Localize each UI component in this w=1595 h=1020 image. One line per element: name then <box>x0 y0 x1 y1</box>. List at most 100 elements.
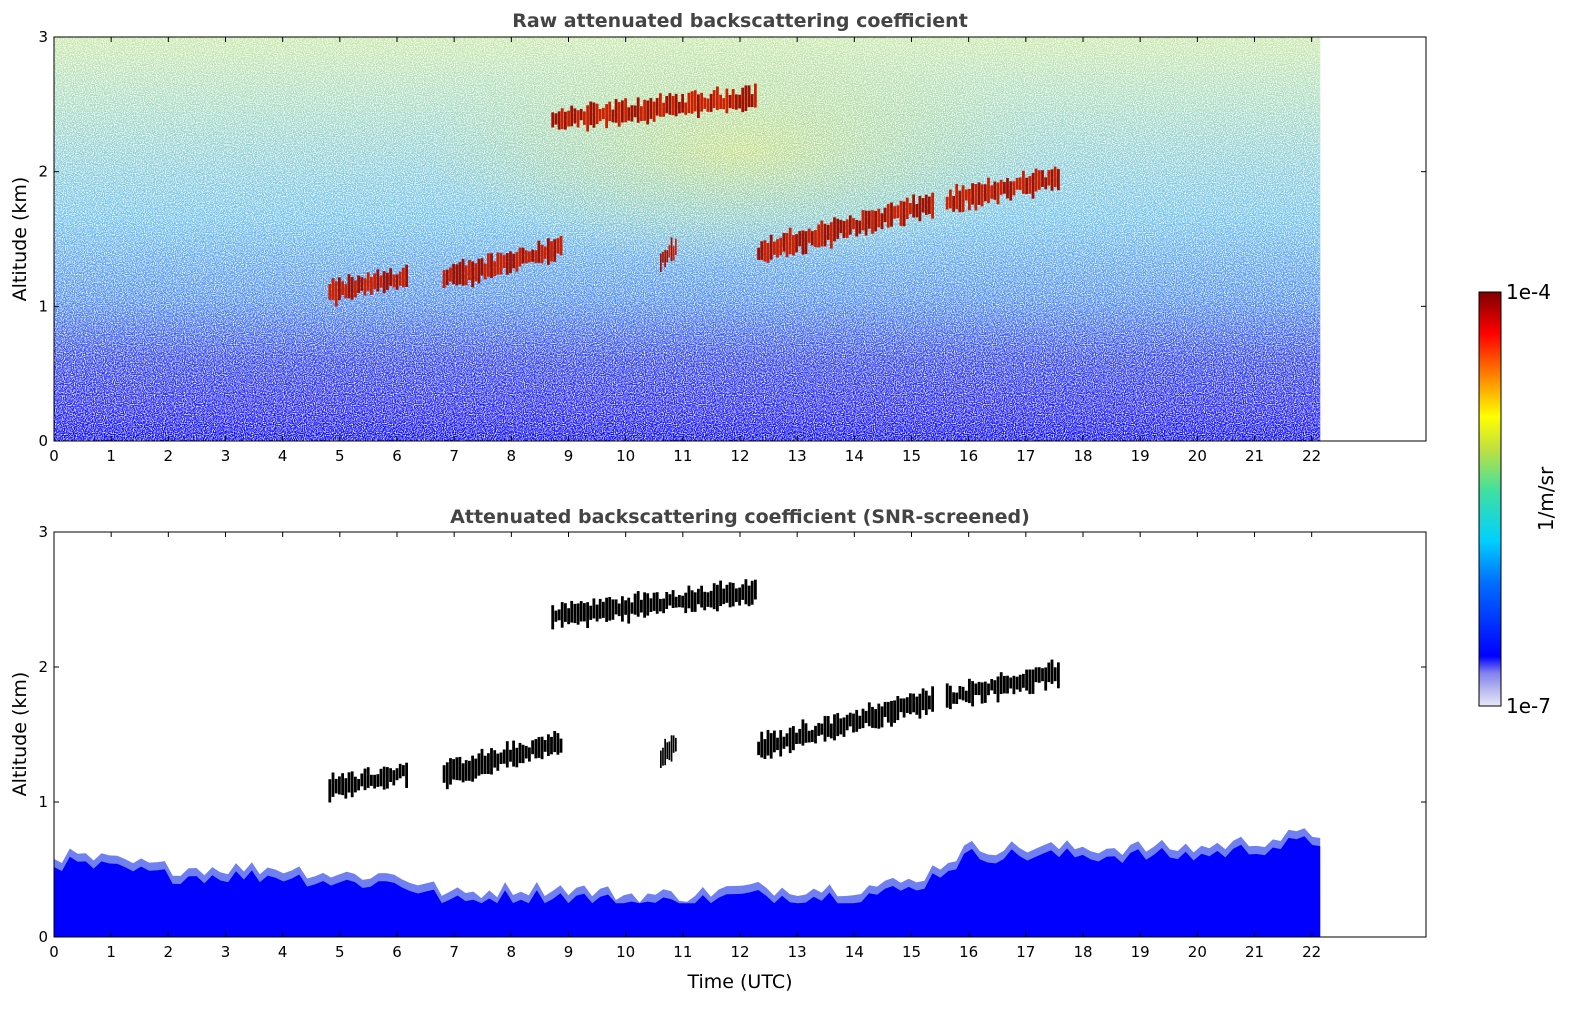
raw-y-tick-label: 2 <box>38 163 48 181</box>
raw-cloud-cell <box>660 253 662 273</box>
raw-x-tick-label: 18 <box>1073 447 1092 465</box>
raw-cloud-cell <box>974 184 978 211</box>
raw-x-tick-label: 22 <box>1302 447 1321 465</box>
screened-cloud-cell <box>586 602 589 628</box>
raw-y-tick-label: 0 <box>38 432 48 450</box>
raw-cloud-cell <box>570 105 574 127</box>
raw-cloud-cell <box>602 107 605 120</box>
screened-cloud-cell <box>996 676 1000 703</box>
raw-cloud-cell <box>360 277 364 291</box>
screened-cloud-cell <box>744 579 748 605</box>
raw-cloud-cell <box>915 204 919 218</box>
screened-cloud-cell <box>595 604 599 622</box>
screened-cloud-cell <box>886 701 890 723</box>
raw-cloud-cell <box>861 210 865 231</box>
screened-x-tick-label: 9 <box>564 943 574 961</box>
screened-cloud-cell <box>788 727 792 754</box>
raw-cloud-cell <box>795 234 798 253</box>
screened-cloud-cell <box>674 596 678 608</box>
screened-cloud-cell <box>640 599 643 613</box>
screened-cloud-cell <box>370 774 373 786</box>
screened-cloud-cell <box>487 753 490 774</box>
raw-cloud-cell <box>617 102 621 127</box>
screened-x-tick-label: 12 <box>730 943 749 961</box>
raw-cloud-cell <box>592 102 596 128</box>
raw-cloud-cell <box>1006 178 1009 199</box>
screened-cloud-cell <box>471 755 474 782</box>
screened-cloud-cell <box>664 738 666 766</box>
raw-cloud-cell <box>455 264 459 286</box>
screened-heatmap-area <box>54 579 1321 937</box>
raw-cloud-cell <box>773 241 776 255</box>
raw-cloud-cell <box>452 263 455 285</box>
screened-cloud-cell <box>328 779 332 803</box>
screened-cloud-cell <box>386 767 389 789</box>
colorbar-min-label: 1e-7 <box>1506 694 1551 718</box>
raw-cloud-cell <box>627 107 631 121</box>
screened-cloud-cell <box>570 600 574 623</box>
raw-cloud-cell <box>366 272 370 291</box>
screened-cloud-cell <box>722 588 726 605</box>
screened-cloud-cell <box>1044 667 1048 691</box>
raw-cloud-cell <box>398 271 402 286</box>
raw-cloud-cell <box>668 245 671 258</box>
raw-x-tick-label: 15 <box>902 447 921 465</box>
raw-y-axis: 0 1 2 3 <box>38 28 1426 450</box>
screened-x-tick-label: 13 <box>788 943 807 961</box>
raw-cloud-cell <box>814 230 817 248</box>
raw-cloud-layers <box>328 83 1060 307</box>
screened-x-tick-label: 10 <box>616 943 635 961</box>
raw-cloud-cell <box>741 87 745 113</box>
screened-cloud-cell <box>357 779 360 791</box>
screened-cloud-cell <box>624 600 627 615</box>
screened-cloud-cell <box>395 768 399 781</box>
screened-cloud-cell <box>785 733 789 747</box>
screened-cloud-cell <box>602 601 605 618</box>
colorbar-gradient <box>1478 291 1502 707</box>
screened-cloud-cell <box>1028 669 1032 695</box>
raw-cloud-cell <box>373 273 376 290</box>
raw-cloud-cell <box>630 105 634 122</box>
raw-cloud-cell <box>693 90 697 112</box>
raw-cloud-cell <box>386 272 389 291</box>
screened-cloud-cell <box>483 755 487 774</box>
screened-cloud-cell <box>576 603 580 625</box>
raw-cloud-cell <box>905 197 909 220</box>
screened-cloud-cell <box>521 744 525 764</box>
screened-cloud-cell <box>993 680 997 694</box>
screened-cloud-cell <box>464 760 468 781</box>
raw-cloud-cell <box>487 253 490 277</box>
raw-cloud-cell <box>871 210 874 234</box>
snr-screened-panel: Attenuated backscattering coefficient (S… <box>9 506 1427 993</box>
screened-cloud-cell <box>509 749 512 762</box>
raw-cloud-cell <box>810 231 814 246</box>
raw-cloud-cell <box>557 111 561 130</box>
raw-x-tick-label: 17 <box>1016 447 1035 465</box>
raw-x-tick-label: 5 <box>335 447 345 465</box>
screened-x-tick-label: 2 <box>164 943 174 961</box>
screened-cloud-cell <box>779 730 783 757</box>
screened-cloud-cell <box>687 585 691 609</box>
raw-cloud-cell <box>684 102 688 115</box>
raw-cloud-cell <box>807 228 811 243</box>
screened-cloud-cell <box>373 774 376 789</box>
screened-cloud-cell <box>902 698 906 718</box>
raw-cloud-cell <box>949 189 952 209</box>
raw-cloud-cell <box>681 93 684 113</box>
raw-cloud-cell <box>543 246 547 259</box>
screened-cloud-cell <box>468 760 471 781</box>
screened-x-tick-label: 19 <box>1131 943 1150 961</box>
screened-cloud-cell <box>605 597 608 622</box>
raw-cloud-cell <box>493 261 497 277</box>
screened-cloud-cell <box>766 729 770 756</box>
raw-y-tick-label: 3 <box>38 28 48 46</box>
screened-cloud-cell <box>672 735 675 753</box>
raw-cloud-cell <box>540 245 544 264</box>
screened-cloud-cell <box>363 768 367 791</box>
raw-cloud-cell <box>912 194 915 218</box>
raw-cloud-cell <box>554 113 558 125</box>
screened-cloud-cell <box>852 713 855 733</box>
screened-cloud-cell <box>496 753 500 771</box>
raw-cloud-cell <box>674 93 678 117</box>
raw-cloud-cell <box>483 263 487 280</box>
